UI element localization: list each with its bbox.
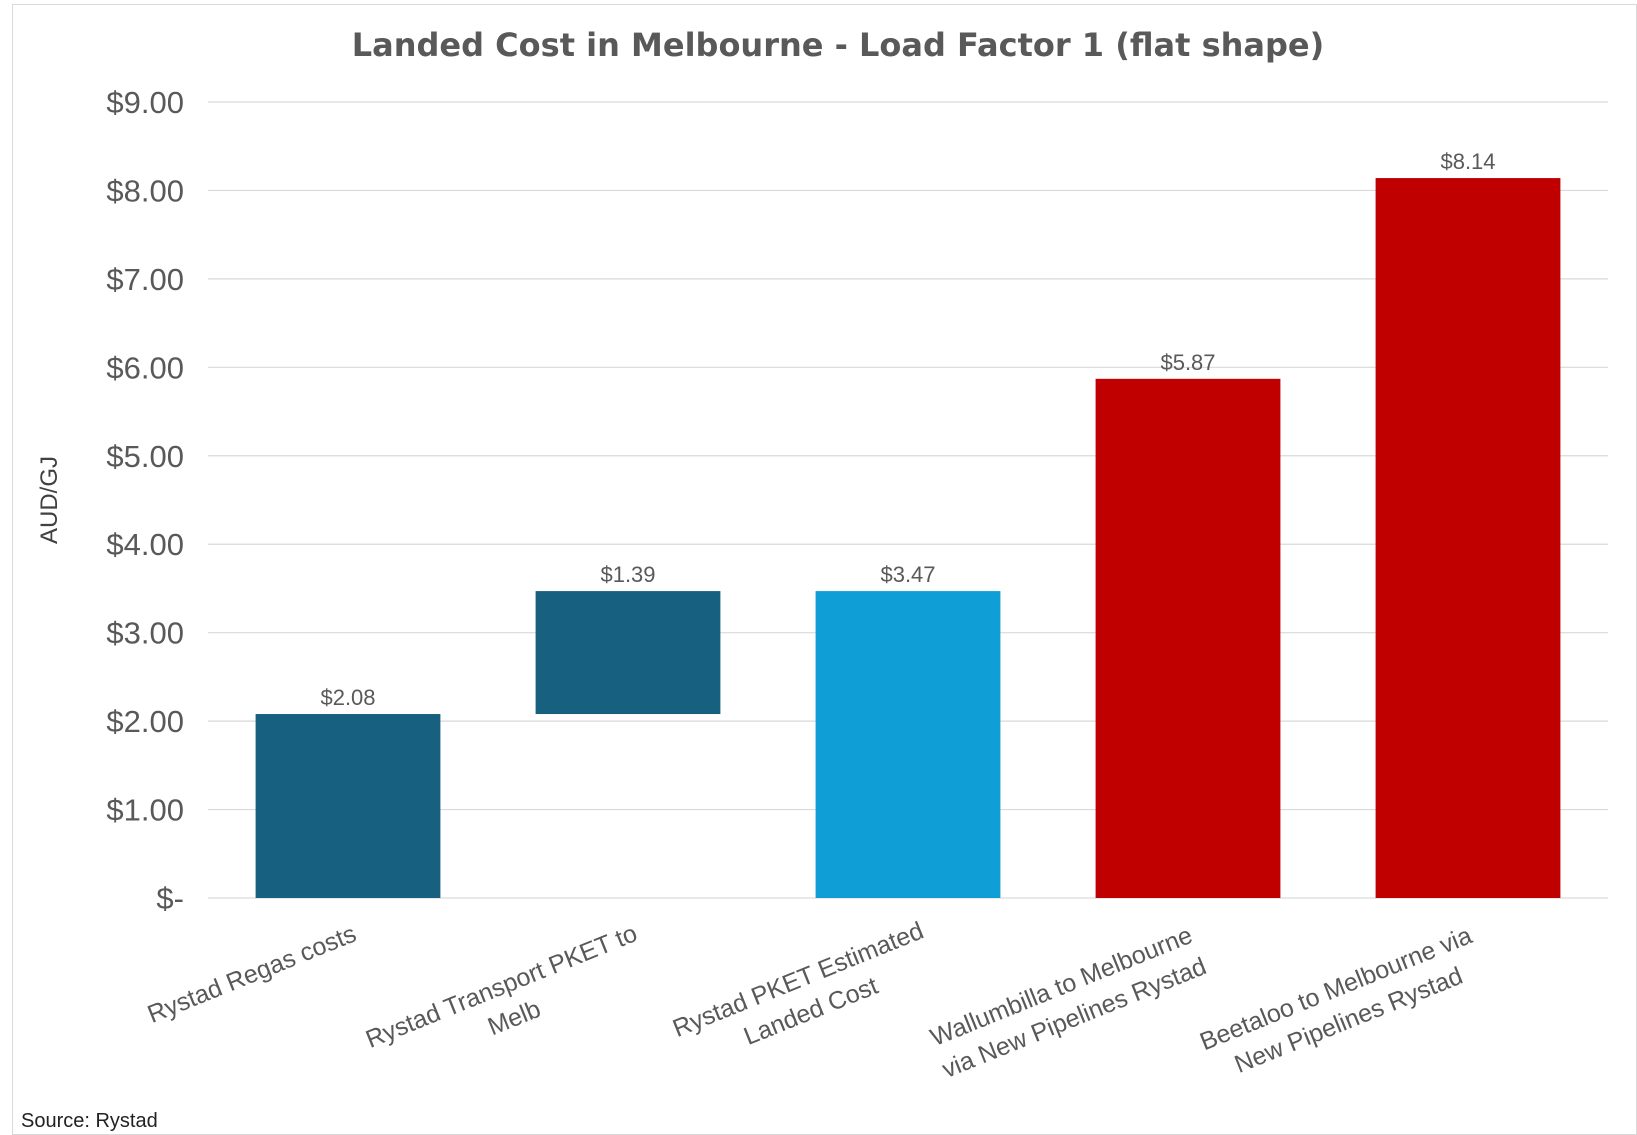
- x-tick-label: Rystad Regas costs: [144, 920, 361, 1029]
- data-label: $2.08: [320, 685, 375, 710]
- gridlines: [208, 101, 1608, 899]
- y-tick-label: $-: [156, 881, 184, 916]
- data-label: $1.39: [600, 562, 655, 587]
- data-label: $5.87: [1160, 350, 1215, 375]
- y-tick-label: $5.00: [106, 439, 184, 474]
- x-axis-ticks: Rystad Regas costs Rystad Transport PKET …: [144, 917, 1489, 1087]
- y-tick-label: $3.00: [106, 616, 184, 651]
- y-tick-label: $4.00: [106, 527, 184, 562]
- x-tick-label: Beetaloo to Melbourne viaNew Pipelines R…: [1196, 921, 1489, 1087]
- x-tick-label: Rystad PKET EstimatedLanded Cost: [669, 917, 940, 1075]
- y-axis-ticks: $- $1.00 $2.00 $3.00 $4.00 $5.00 $6.00 $7.00 $8.…: [106, 85, 184, 916]
- data-label: $3.47: [880, 562, 935, 587]
- y-tick-label: $8.00: [106, 173, 184, 208]
- data-label: $8.14: [1440, 149, 1495, 174]
- y-tick-label: $1.00: [106, 793, 184, 828]
- y-tick-label: $2.00: [106, 704, 184, 739]
- bar: [535, 591, 721, 715]
- bar: [815, 591, 1001, 898]
- chart-title: Landed Cost in Melbourne - Load Factor 1…: [352, 26, 1324, 64]
- bar: [255, 714, 441, 898]
- y-axis-label: AUD/GJ: [36, 456, 63, 544]
- x-tick-label: Wallumbilla to Melbournevia New Pipeline…: [925, 921, 1210, 1084]
- x-tick-label: Rystad Transport PKET toMelb: [362, 919, 654, 1085]
- data-labels: $2.08 $1.39 $3.47 $5.87 $8.14: [320, 149, 1495, 710]
- source-note: Source: Rystad: [21, 1110, 158, 1132]
- bar: [1095, 378, 1281, 898]
- chart-frame: [12, 4, 1637, 1135]
- y-tick-label: $7.00: [106, 262, 184, 297]
- bars: [255, 178, 1561, 898]
- y-tick-label: $6.00: [106, 350, 184, 385]
- bar: [1375, 178, 1561, 898]
- y-tick-label: $9.00: [106, 85, 184, 120]
